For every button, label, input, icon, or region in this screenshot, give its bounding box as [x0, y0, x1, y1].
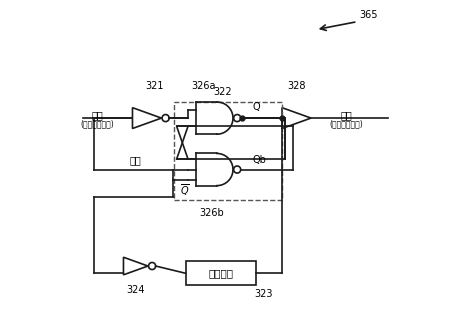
Text: (外部数据选通): (外部数据选通)	[80, 119, 114, 128]
Text: 324: 324	[127, 285, 145, 295]
Text: 延返元件: 延返元件	[209, 268, 233, 278]
Text: Q: Q	[253, 102, 260, 112]
Text: 输出: 输出	[340, 110, 352, 120]
Text: (内部数据选通): (内部数据选通)	[329, 119, 363, 128]
Text: 365: 365	[359, 10, 378, 20]
Text: 输入: 输入	[91, 110, 103, 120]
Text: 328: 328	[287, 81, 306, 91]
Text: 322: 322	[213, 87, 232, 97]
Bar	[174, 102, 282, 200]
Text: $\overline{Q}$: $\overline{Q}$	[180, 182, 190, 198]
Text: Qb: Qb	[253, 155, 266, 165]
Text: 321: 321	[146, 81, 164, 91]
Text: 复位: 复位	[129, 155, 141, 165]
Text: 326a: 326a	[191, 81, 216, 91]
Bar	[185, 261, 256, 285]
Text: 323: 323	[255, 288, 273, 298]
Text: 326b: 326b	[199, 208, 224, 218]
